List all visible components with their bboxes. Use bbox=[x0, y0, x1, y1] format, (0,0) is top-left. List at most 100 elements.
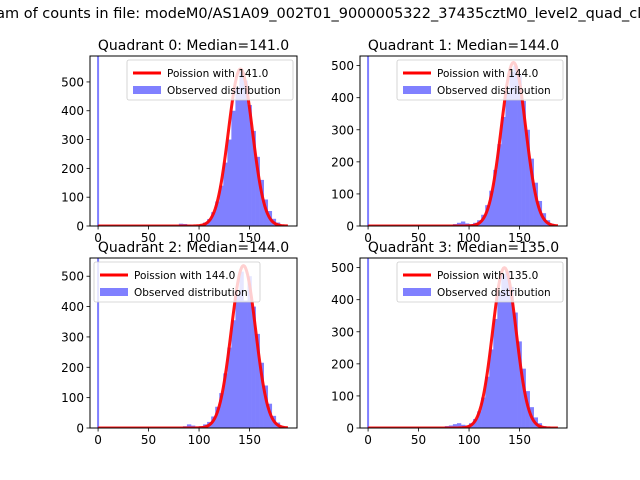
histogram-bar bbox=[493, 318, 498, 428]
x-tick-label: 100 bbox=[188, 433, 211, 447]
legend-label-observed: Observed distribution bbox=[437, 85, 551, 97]
histogram-bar-zero bbox=[367, 258, 370, 428]
histogram-bar bbox=[227, 347, 232, 428]
x-tick-label: 100 bbox=[458, 231, 481, 245]
y-tick-label: 400 bbox=[61, 300, 84, 314]
histogram-bar bbox=[489, 349, 494, 428]
axes-frame bbox=[359, 55, 568, 227]
histogram-bar bbox=[456, 222, 462, 226]
histogram-bar bbox=[517, 75, 522, 226]
x-tick-label: 150 bbox=[238, 231, 261, 245]
y-tick-label: 500 bbox=[61, 270, 84, 284]
histogram-bar bbox=[501, 116, 506, 226]
histogram-bar bbox=[456, 423, 462, 428]
legend-label-observed: Observed distribution bbox=[167, 85, 281, 97]
y-tick-label: 0 bbox=[346, 220, 354, 234]
y-tick-label: 400 bbox=[61, 104, 84, 118]
subplot-2: 0 50 100 150 0 100 200 300 400 500 Quadrant 2: Med… bbox=[61, 240, 298, 447]
axes-frame bbox=[89, 55, 298, 227]
histogram-bar bbox=[493, 169, 498, 226]
histogram-bar-zero bbox=[97, 258, 100, 428]
histogram-bar bbox=[485, 376, 490, 428]
legend-label-poisson: Poission with 135.0 bbox=[437, 270, 538, 282]
y-tick-label: 200 bbox=[61, 361, 84, 375]
histogram-bar bbox=[263, 385, 269, 428]
histogram-bar bbox=[231, 320, 236, 428]
histogram-bar bbox=[533, 182, 539, 226]
legend-label-poisson: Poission with 144.0 bbox=[437, 68, 538, 80]
histogram-bar bbox=[251, 130, 256, 226]
x-tick-label: 50 bbox=[411, 231, 426, 245]
y-tick-label: 500 bbox=[331, 59, 354, 73]
legend: Poission with 135.0 Observed distribution bbox=[396, 261, 564, 303]
legend-label-observed: Observed distribution bbox=[134, 287, 248, 299]
legend-patch-observed bbox=[403, 288, 431, 296]
legend-box bbox=[396, 261, 564, 303]
legend-box bbox=[396, 59, 564, 101]
y-tick-label: 200 bbox=[331, 357, 354, 371]
y-tick-label: 100 bbox=[61, 191, 84, 205]
y-tick-label: 500 bbox=[61, 75, 84, 89]
histogram-bar bbox=[497, 291, 502, 428]
y-tick-label: 300 bbox=[61, 133, 84, 147]
histogram-bar bbox=[452, 424, 458, 428]
histogram-bar bbox=[525, 129, 530, 226]
x-tick-label: 100 bbox=[188, 231, 211, 245]
x-tick-label: 50 bbox=[411, 433, 426, 447]
histogram-bar bbox=[186, 424, 192, 428]
histogram-bar bbox=[497, 144, 502, 226]
x-tick-label: 150 bbox=[508, 231, 531, 245]
legend-box bbox=[93, 261, 261, 303]
histogram-bar bbox=[521, 368, 526, 428]
histogram-bar bbox=[481, 397, 486, 428]
y-tick-label: 400 bbox=[331, 293, 354, 307]
axes-frame bbox=[89, 257, 298, 429]
legend: Poission with 141.0 Observed distribution bbox=[126, 59, 294, 101]
legend-label-observed: Observed distribution bbox=[437, 287, 551, 299]
histogram-bar bbox=[211, 212, 216, 226]
y-tick-label: 500 bbox=[331, 261, 354, 275]
histogram-bar bbox=[259, 362, 264, 428]
y-tick-label: 300 bbox=[331, 325, 354, 339]
x-tick-label: 0 bbox=[94, 231, 102, 245]
histogram-bar bbox=[243, 300, 248, 428]
subplot-3: 0 50 100 150 0 100 200 300 400 500 Quadrant 3: Med… bbox=[331, 240, 568, 447]
x-tick-label: 0 bbox=[364, 231, 372, 245]
histogram-bar bbox=[505, 270, 510, 428]
subplot-0: 0 50 100 150 0 100 200 300 400 500 Quadrant 0: Med… bbox=[61, 38, 298, 245]
legend: Poission with 144.0 Observed distribution bbox=[396, 59, 564, 101]
histogram-bar bbox=[243, 80, 248, 226]
y-tick-label: 0 bbox=[346, 422, 354, 436]
histogram-bar bbox=[505, 91, 510, 226]
legend-label-poisson: Poission with 141.0 bbox=[167, 68, 268, 80]
subplot-title: Quadrant 2: Median=144.0 bbox=[98, 240, 289, 256]
histogram-bar bbox=[227, 139, 232, 226]
histogram-bar bbox=[489, 190, 494, 226]
y-tick-label: 400 bbox=[331, 91, 354, 105]
y-tick-label: 100 bbox=[331, 187, 354, 201]
histogram-bar bbox=[255, 333, 260, 428]
histogram-bar bbox=[239, 271, 244, 428]
histogram-bar bbox=[529, 158, 534, 226]
histogram-bar bbox=[223, 162, 228, 226]
y-tick-label: 0 bbox=[76, 422, 84, 436]
histogram-bar bbox=[255, 156, 260, 226]
y-tick-label: 0 bbox=[76, 220, 84, 234]
y-tick-label: 100 bbox=[61, 391, 84, 405]
x-tick-label: 150 bbox=[238, 433, 261, 447]
histogram-bar bbox=[477, 411, 482, 428]
histogram-bar bbox=[215, 201, 220, 226]
histogram-bar bbox=[501, 274, 506, 428]
histogram-bar bbox=[247, 276, 252, 428]
histogram-bar bbox=[219, 185, 224, 226]
y-tick-label: 300 bbox=[331, 123, 354, 137]
y-tick-label: 300 bbox=[61, 330, 84, 344]
x-tick-label: 150 bbox=[508, 433, 531, 447]
histogram-bar bbox=[485, 205, 490, 226]
x-tick-label: 100 bbox=[458, 433, 481, 447]
histogram-bar bbox=[513, 65, 518, 226]
histogram-bar bbox=[509, 72, 514, 226]
histogram-bar bbox=[215, 406, 220, 428]
